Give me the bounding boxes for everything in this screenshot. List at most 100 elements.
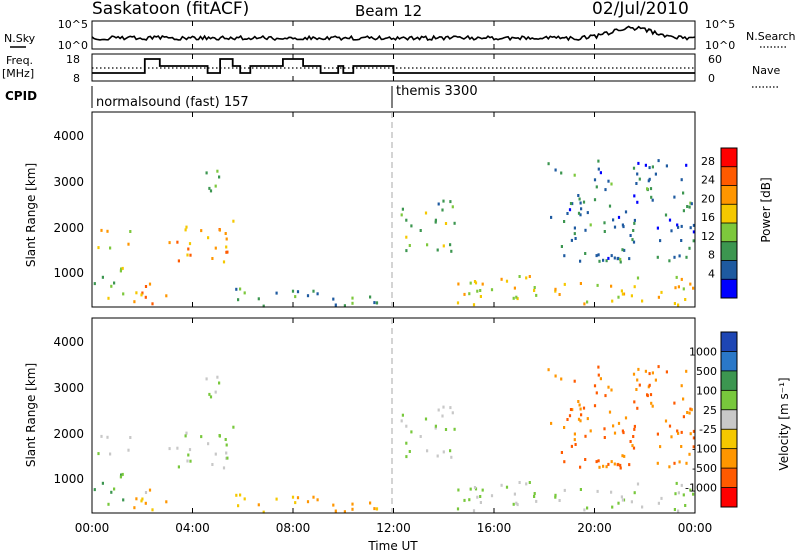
power-cell bbox=[186, 253, 189, 257]
power-cell bbox=[624, 210, 628, 214]
power-cell bbox=[674, 286, 677, 290]
power-cell bbox=[692, 230, 695, 234]
power-cell bbox=[243, 291, 246, 295]
velocity-cell bbox=[224, 438, 227, 441]
velocity-cell bbox=[563, 426, 566, 429]
power-cell bbox=[569, 202, 573, 205]
power-cell bbox=[635, 182, 638, 185]
power-cell bbox=[616, 257, 619, 261]
power-cell bbox=[144, 295, 147, 299]
velocity-cell bbox=[633, 400, 636, 404]
power-cell bbox=[689, 226, 692, 230]
velocity-cell bbox=[563, 488, 566, 492]
velocity-cell bbox=[579, 488, 582, 491]
velocity-cell bbox=[633, 427, 636, 431]
velocity-cell bbox=[598, 465, 601, 469]
power-cell bbox=[570, 238, 573, 242]
velocity-cell bbox=[675, 481, 678, 485]
power-cell bbox=[574, 237, 577, 240]
power-cell bbox=[602, 258, 605, 262]
velocity-cell bbox=[673, 508, 676, 511]
power-cell bbox=[296, 290, 300, 294]
velocity-cell bbox=[442, 450, 445, 454]
velocity-cell bbox=[113, 487, 116, 491]
velocity-cell bbox=[426, 449, 429, 453]
velocity-cell bbox=[239, 493, 242, 497]
power-cell bbox=[629, 234, 632, 237]
power-cell bbox=[595, 254, 598, 258]
power-colorbar-tick: 4 bbox=[708, 267, 715, 280]
velocity-cell bbox=[579, 419, 582, 423]
velocity-cell bbox=[479, 501, 482, 504]
velocity-cell bbox=[188, 448, 192, 452]
velocity-cell bbox=[604, 394, 607, 398]
velocity-cell bbox=[578, 403, 581, 407]
velocity-cell bbox=[607, 385, 610, 389]
power-cell bbox=[442, 199, 445, 203]
power-cell bbox=[401, 207, 404, 211]
power-cell bbox=[457, 282, 460, 286]
power-cell bbox=[450, 249, 453, 253]
power-cell bbox=[216, 169, 219, 173]
velocity-cell bbox=[457, 488, 460, 492]
power-cell bbox=[533, 289, 536, 292]
velocity-cell bbox=[243, 497, 246, 501]
velocity-colorbar: 1000 500 100 25 -25 -100 -500 -1000 bbox=[685, 331, 738, 508]
power-cell bbox=[185, 225, 188, 229]
power-cell bbox=[449, 243, 452, 247]
velocity-ylabel: Slant Range [km] bbox=[24, 363, 38, 467]
velocity-cell bbox=[165, 500, 168, 504]
velocity-cell bbox=[437, 408, 440, 412]
power-cell bbox=[613, 256, 616, 260]
power-cell bbox=[373, 301, 376, 305]
velocity-ytick: 3000 bbox=[53, 381, 84, 395]
power-cell bbox=[580, 207, 583, 211]
velocity-cell bbox=[680, 430, 683, 434]
velocity-cell bbox=[684, 504, 687, 507]
power-cell bbox=[127, 242, 130, 246]
power-cell bbox=[636, 172, 639, 176]
velocity-cell bbox=[630, 500, 633, 504]
velocity-cell bbox=[127, 448, 130, 452]
velocity-cell bbox=[610, 460, 613, 464]
velocity-cell bbox=[225, 451, 228, 455]
velocity-cell bbox=[574, 443, 577, 446]
velocity-cell bbox=[636, 406, 639, 410]
velocity-cell bbox=[107, 502, 110, 506]
power-cell bbox=[595, 185, 598, 189]
velocity-cell bbox=[636, 482, 640, 486]
x-tick-label: 16:00 bbox=[477, 521, 512, 535]
velocity-cell bbox=[613, 462, 616, 466]
velocity-ytick: 4000 bbox=[53, 335, 84, 349]
power-cell bbox=[225, 245, 228, 249]
velocity-cell bbox=[473, 486, 477, 489]
velocity-cell bbox=[617, 501, 620, 505]
power-cell bbox=[651, 165, 654, 169]
power-cell bbox=[598, 259, 601, 263]
velocity-cell bbox=[122, 498, 125, 502]
velocity-cell bbox=[533, 492, 536, 495]
power-cell bbox=[682, 191, 685, 195]
power-cell bbox=[214, 246, 217, 250]
velocity-cell bbox=[560, 451, 563, 454]
power-cell bbox=[408, 244, 411, 247]
power-cell bbox=[209, 189, 213, 193]
power-cell bbox=[558, 293, 561, 296]
power-cell bbox=[424, 211, 428, 215]
velocity-cell bbox=[593, 384, 597, 388]
power-cell bbox=[119, 269, 122, 273]
velocity-cell bbox=[610, 490, 613, 494]
velocity-cell bbox=[595, 391, 598, 395]
power-cell bbox=[568, 208, 572, 212]
power-cell bbox=[648, 166, 651, 170]
power-cell bbox=[621, 292, 624, 296]
power-cell bbox=[617, 295, 620, 299]
velocity-cell bbox=[619, 466, 622, 470]
power-cell bbox=[651, 198, 654, 202]
power-cell bbox=[670, 229, 673, 233]
power-cell bbox=[275, 291, 278, 295]
velocity-cell bbox=[168, 447, 171, 451]
velocity-cell bbox=[516, 503, 519, 507]
velocity-cell bbox=[120, 473, 123, 477]
power-cell bbox=[518, 275, 521, 278]
